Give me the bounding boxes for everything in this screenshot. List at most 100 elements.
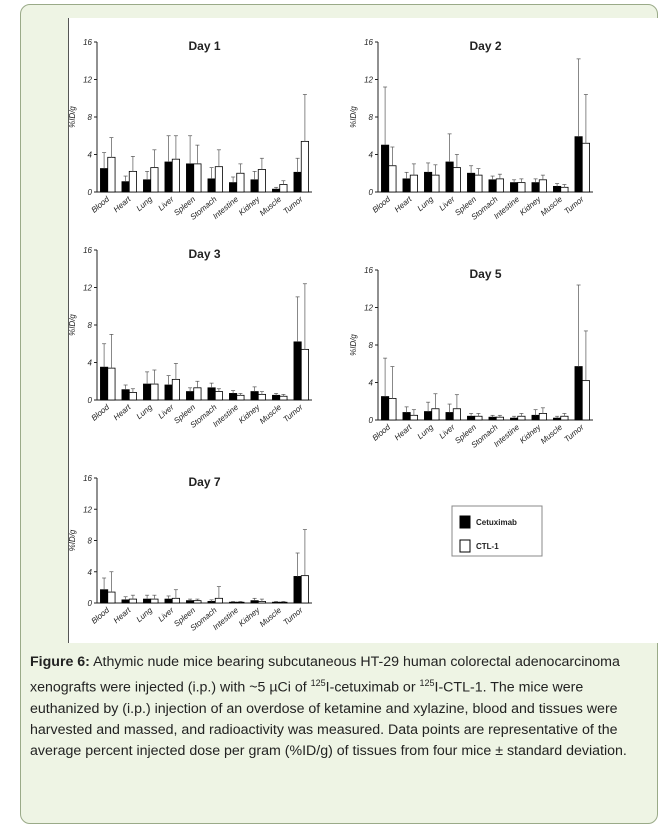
- chart-title: Day 3: [188, 247, 220, 261]
- bar: [229, 393, 238, 401]
- x-tick-label: Lung: [135, 402, 155, 421]
- bar: [560, 186, 569, 193]
- bar: [207, 178, 216, 193]
- bar: [250, 600, 259, 604]
- bar: [452, 408, 461, 421]
- bar: [207, 601, 216, 604]
- x-tick-label: Blood: [90, 402, 112, 422]
- y-tick-label: 12: [364, 304, 373, 313]
- chart-title: Day 1: [188, 39, 220, 53]
- x-tick-label: Heart: [112, 605, 133, 625]
- x-tick-label: Blood: [371, 422, 393, 442]
- bar: [164, 384, 173, 401]
- x-tick-label: Tumor: [281, 194, 304, 216]
- bar: [279, 601, 288, 604]
- bar: [214, 597, 223, 604]
- y-tick-label: 4: [369, 151, 374, 160]
- bar: [250, 391, 259, 401]
- chart-title: Day 5: [469, 267, 501, 281]
- bar: [381, 396, 390, 421]
- bar: [193, 600, 202, 604]
- bar: [517, 182, 526, 193]
- bar: [214, 391, 223, 401]
- bar: [293, 576, 302, 604]
- caption-superscript: 125: [310, 678, 326, 688]
- y-axis-label: %ID/g: [68, 106, 77, 128]
- caption-text: I-CTL-1. The mice were euthanized by (i.…: [30, 679, 627, 759]
- bar: [257, 393, 266, 401]
- legend-swatch: [459, 515, 471, 529]
- bar: [293, 341, 302, 401]
- y-tick-label: 8: [369, 113, 374, 122]
- bar: [531, 414, 540, 421]
- bar: [107, 367, 116, 401]
- bar: [236, 394, 245, 401]
- x-tick-label: Tumor: [281, 605, 304, 627]
- x-tick-label: Lung: [135, 194, 155, 213]
- y-tick-label: 0: [88, 188, 93, 197]
- bar: [474, 174, 483, 193]
- bar: [143, 383, 152, 401]
- bar: [186, 600, 195, 604]
- bar: [510, 182, 519, 193]
- x-tick-label: Blood: [90, 194, 112, 214]
- bar: [574, 136, 583, 193]
- caption-text: Athymic nude mice bearing subcutaneous H…: [30, 654, 620, 696]
- bar: [128, 598, 137, 604]
- x-tick-label: Muscle: [258, 402, 284, 426]
- bar: [574, 366, 583, 421]
- y-tick-label: 4: [88, 151, 93, 160]
- bar: [193, 163, 202, 193]
- y-tick-label: 8: [88, 537, 93, 546]
- bar: [424, 411, 433, 421]
- x-tick-label: Lung: [416, 422, 436, 441]
- bar: [100, 589, 109, 604]
- bar: [236, 172, 245, 193]
- bar: [150, 598, 159, 604]
- bar: [531, 182, 540, 193]
- x-tick-label: Muscle: [539, 194, 565, 218]
- bar: [402, 178, 411, 193]
- y-tick-label: 8: [88, 321, 93, 330]
- caption-text: I-cetuximab or: [325, 679, 420, 696]
- bar: [409, 414, 418, 421]
- caption-superscript: 125: [419, 678, 435, 688]
- bar: [300, 348, 309, 401]
- y-tick-label: 8: [369, 341, 374, 350]
- bar: [467, 415, 476, 421]
- x-tick-label: Kidney: [237, 605, 262, 628]
- legend-label: CTL-1: [476, 542, 499, 551]
- bar: [121, 389, 130, 401]
- y-tick-label: 0: [369, 416, 374, 425]
- bar: [495, 178, 504, 193]
- x-tick-label: Tumor: [281, 402, 304, 424]
- bar: [495, 416, 504, 421]
- bar: [445, 412, 454, 421]
- x-tick-label: Muscle: [258, 194, 284, 218]
- x-tick-label: Kidney: [237, 194, 262, 217]
- bar: [409, 174, 418, 193]
- y-tick-label: 16: [83, 474, 92, 483]
- bar: [272, 601, 281, 604]
- x-tick-label: Tumor: [562, 422, 585, 444]
- x-tick-label: Kidney: [237, 402, 262, 425]
- y-tick-label: 16: [364, 266, 373, 275]
- x-tick-label: Heart: [393, 194, 414, 214]
- bar: [121, 181, 130, 193]
- bar: [488, 416, 497, 421]
- bar: [474, 415, 483, 421]
- x-tick-label: Kidney: [518, 422, 543, 445]
- bar: [193, 387, 202, 401]
- bar: [553, 417, 562, 421]
- bar: [279, 395, 288, 401]
- figure-area: [68, 18, 659, 643]
- bar: [488, 179, 497, 193]
- y-tick-label: 16: [83, 246, 92, 255]
- bar: [300, 140, 309, 193]
- x-tick-label: Tumor: [562, 194, 585, 216]
- legend-label: Cetuximab: [476, 518, 517, 527]
- bar: [510, 417, 519, 421]
- y-axis-label: %ID/g: [349, 334, 358, 356]
